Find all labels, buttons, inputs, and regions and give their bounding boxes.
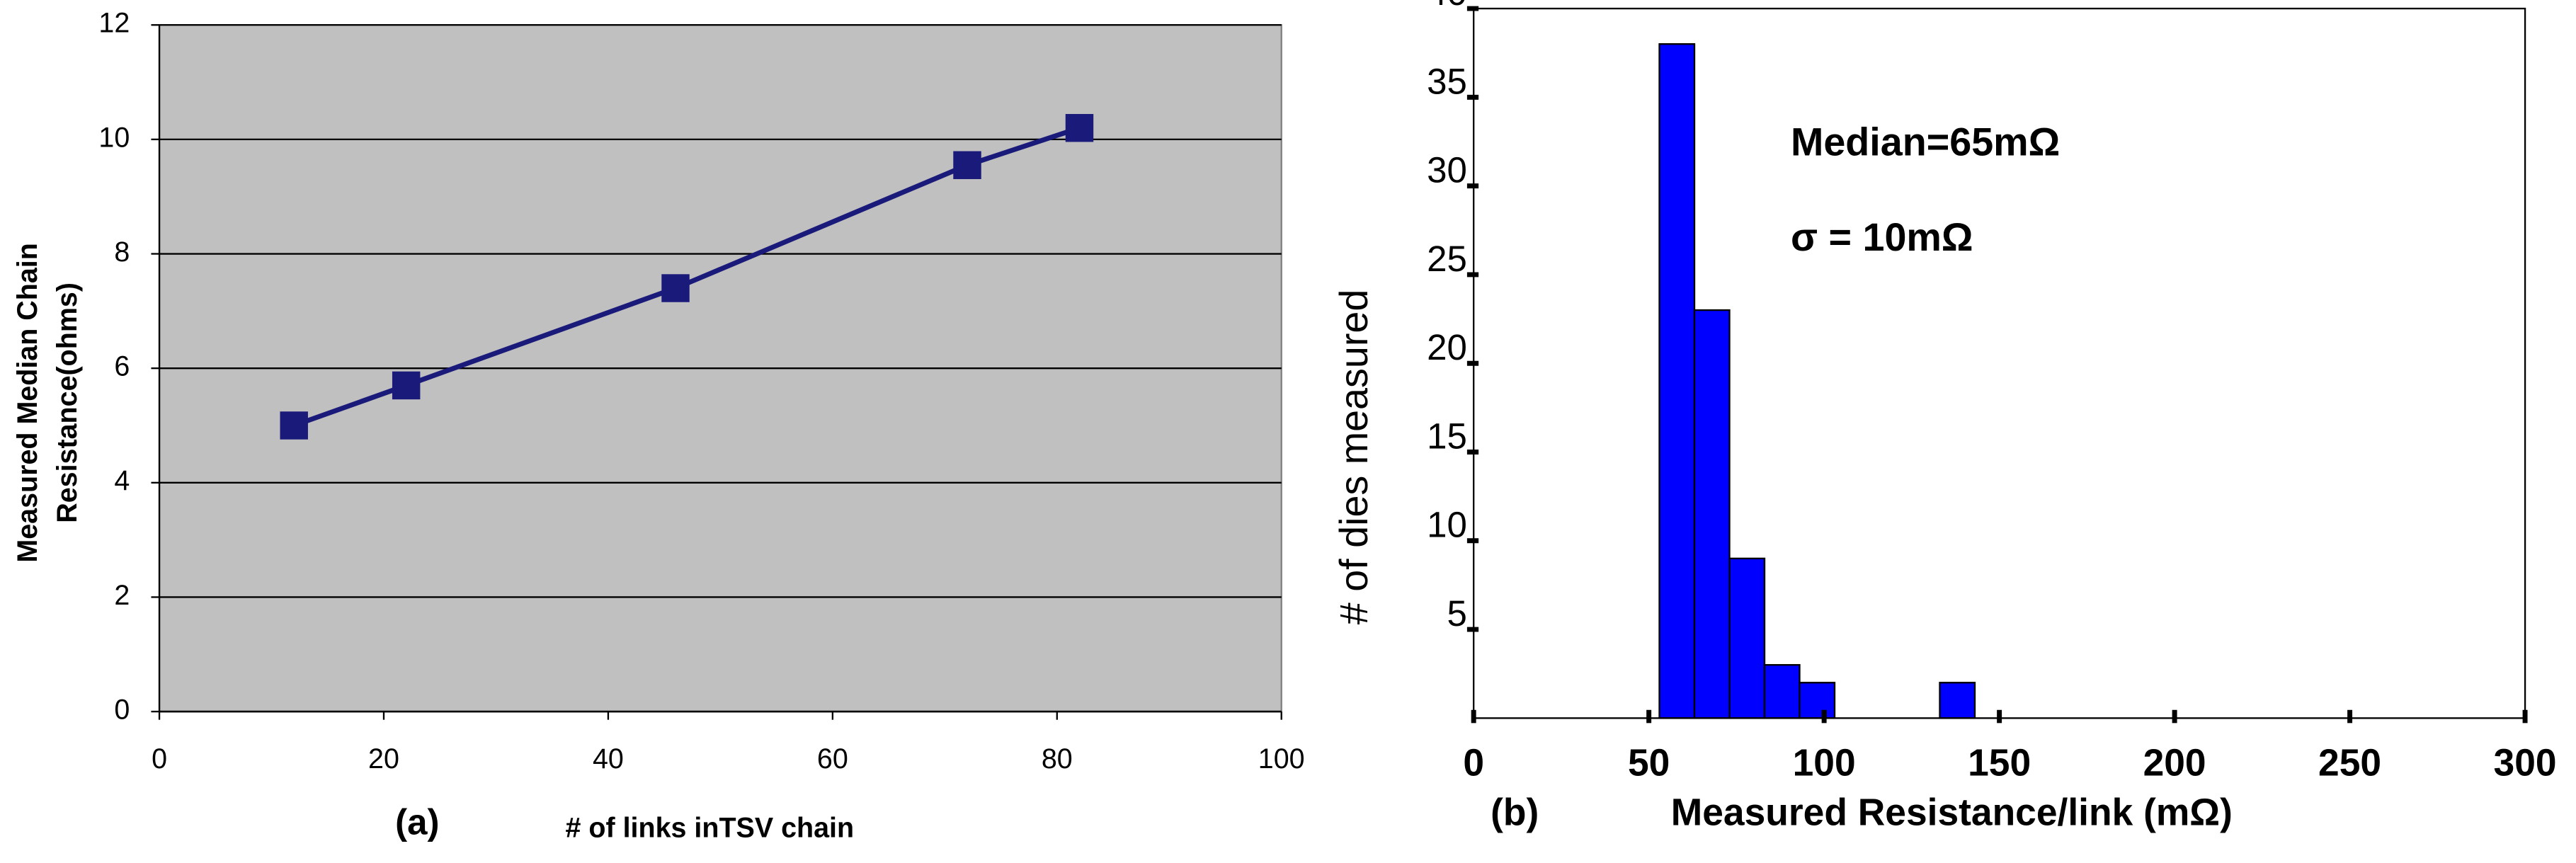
histogram-bar	[1939, 682, 1976, 719]
annotation: σ = 10mΩ	[1791, 215, 1973, 259]
data-marker	[1065, 114, 1094, 142]
y-tick-label: 10	[1427, 505, 1467, 545]
y-tick-label: 8	[114, 236, 130, 268]
histogram-bar	[1658, 43, 1696, 719]
histogram-bar	[1693, 309, 1731, 719]
x-tick-label: 100	[1793, 743, 1856, 784]
data-marker	[280, 411, 308, 440]
y-axis-label: Resistance(ohms)	[52, 282, 83, 523]
x-tick-label: 80	[1042, 743, 1073, 775]
plot-frame	[1473, 7, 2526, 719]
y-tick-label: 15	[1427, 416, 1467, 456]
x-tick-label: 20	[368, 743, 399, 775]
y-tick-label: 30	[1427, 150, 1467, 190]
y-tick-label: 4	[114, 465, 130, 496]
panel-label: (b)	[1491, 791, 1539, 833]
panel-label: (a)	[395, 802, 439, 842]
histogram-bar	[1799, 682, 1836, 719]
x-tick-label: 300	[2494, 743, 2557, 784]
y-tick-label: 5	[1447, 593, 1467, 634]
x-tick-label: 0	[1463, 743, 1484, 784]
y-tick-label: 12	[98, 8, 130, 39]
y-tick-label: 25	[1427, 239, 1467, 279]
y-tick-label: 0	[114, 695, 130, 726]
x-axis-label: # of links inTSV chain	[566, 813, 855, 844]
y-tick-label: 40	[1427, 0, 1467, 13]
y-tick-label: 20	[1427, 327, 1467, 367]
y-tick-label: 6	[114, 351, 130, 382]
annotation: Median=65mΩ	[1791, 120, 2060, 164]
data-marker	[661, 274, 690, 302]
y-axis-label: # of dies measured	[1332, 290, 1376, 624]
x-tick-label: 50	[1628, 743, 1670, 784]
y-tick-label: 2	[114, 580, 130, 611]
histogram-bar	[1728, 557, 1766, 719]
y-tick-label: 10	[98, 122, 130, 153]
x-tick-label: 60	[817, 743, 848, 775]
x-tick-label: 200	[2143, 743, 2206, 784]
y-tick-label: 35	[1427, 61, 1467, 101]
x-tick-label: 100	[1258, 743, 1305, 775]
data-marker	[392, 371, 421, 400]
x-tick-label: 40	[593, 743, 624, 775]
x-tick-label: 250	[2318, 743, 2381, 784]
data-marker	[953, 151, 981, 179]
x-tick-label: 0	[152, 743, 167, 775]
histogram-bar	[1763, 664, 1801, 719]
x-tick-label: 150	[1968, 743, 2031, 784]
y-axis-label: Measured Median Chain	[12, 243, 43, 562]
x-axis-label: Measured Resistance/link (mΩ)	[1671, 791, 2233, 833]
